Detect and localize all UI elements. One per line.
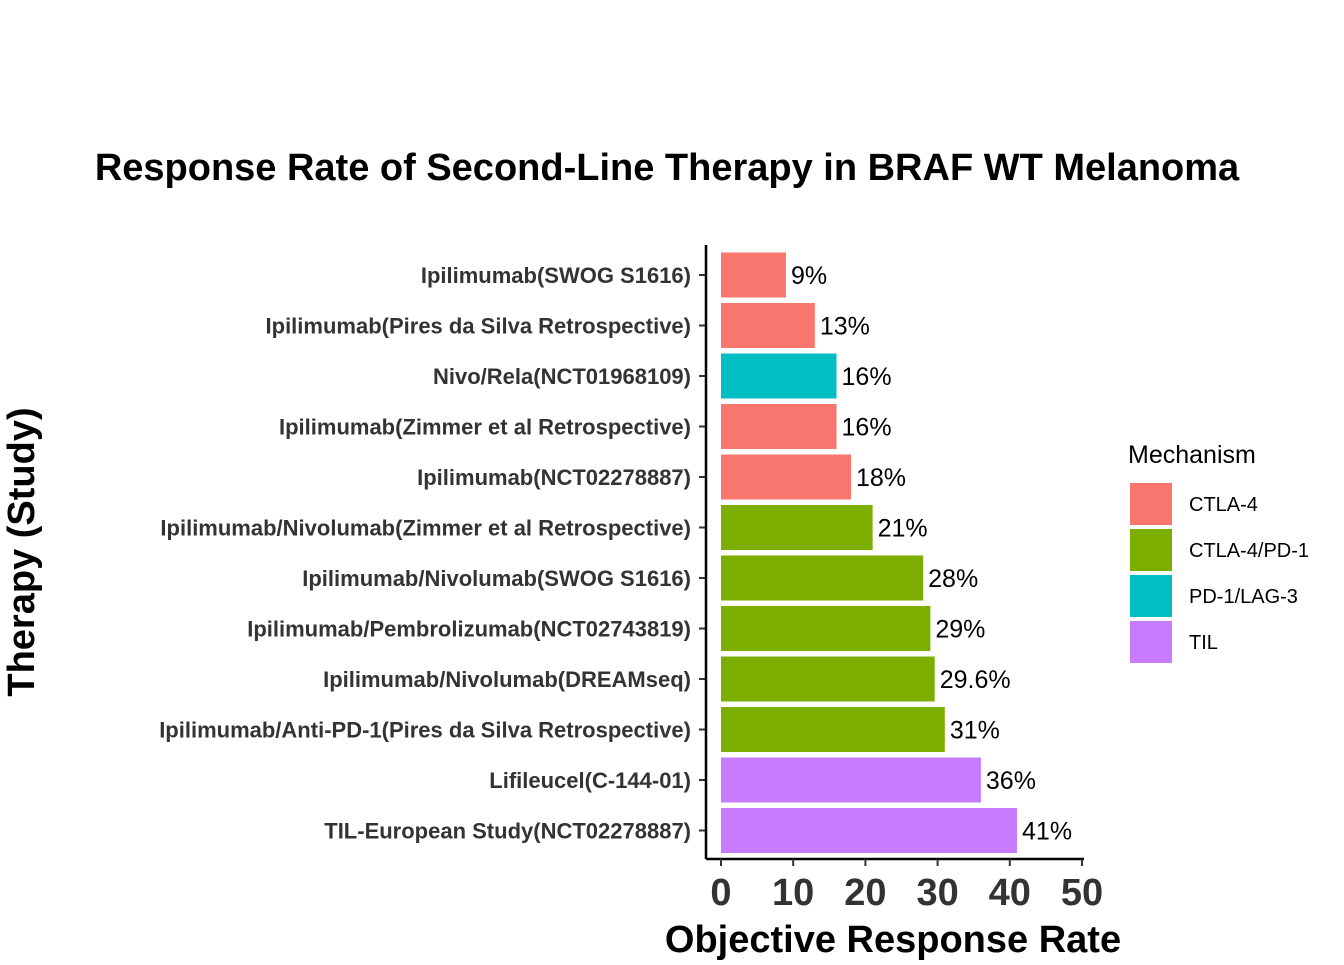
category-label: Lifileucel(C-144-01) [489, 768, 691, 793]
legend-label: CTLA-4/PD-1 [1189, 540, 1309, 562]
axes-layer: Ipilimumab(SWOG S1616) Ipilimumab(Pires d… [159, 245, 1103, 914]
category-label: Ipilimumab/Pembrolizumab(NCT02743819) [247, 617, 691, 642]
legend-swatch [1130, 483, 1172, 525]
data-label: 28% [928, 565, 978, 593]
data-label: 41% [1022, 818, 1072, 846]
y-axis-title: Therapy (Study) [1, 407, 43, 696]
legend: Mechanism CTLA-4 CTLA-4/PD-1 PD-1/LAG-3 TIL [1128, 441, 1309, 663]
x-tick-label: 50 [1061, 872, 1103, 914]
bar [721, 757, 981, 803]
data-label: 18% [856, 464, 906, 492]
category-label: Ipilimumab/Nivolumab(DREAMseq) [323, 667, 691, 692]
bars-layer: 9% 13% 16% 16% 18% 21%28% 29% 29.6% 31% 36% 41% [721, 252, 1072, 853]
x-tick-label: 20 [844, 872, 886, 914]
x-tick-label: 10 [772, 872, 814, 914]
category-label: Ipilimumab(Zimmer et al Retrospective) [279, 415, 691, 440]
data-label: 16% [842, 414, 892, 442]
bar [721, 808, 1018, 853]
category-label: Ipilimumab/Nivolumab(Zimmer et al Retros… [160, 516, 691, 541]
data-label: 16% [842, 363, 892, 391]
legend-swatch [1130, 529, 1172, 571]
legend-swatch [1130, 575, 1172, 617]
legend-label: CTLA-4 [1189, 494, 1258, 516]
data-label: 36% [986, 767, 1036, 795]
category-label: Ipilimumab(SWOG S1616) [421, 263, 691, 288]
legend-label: TIL [1189, 632, 1218, 654]
category-label: Nivo/Rela(NCT01968109) [433, 364, 691, 389]
bar [721, 707, 945, 752]
legend-title: Mechanism [1128, 441, 1256, 469]
data-label: 31% [950, 717, 1000, 745]
legend-swatch [1130, 621, 1172, 663]
chart-title: Response Rate of Second-Line Therapy in … [95, 147, 1240, 189]
data-label: 29% [935, 616, 985, 644]
category-label: Ipilimumab/Nivolumab(SWOG S1616) [302, 566, 691, 591]
bar [721, 505, 873, 550]
bar [721, 252, 786, 298]
bar [721, 303, 815, 348]
bar [721, 404, 837, 449]
x-axis-title: Objective Response Rate [665, 919, 1121, 960]
data-label: 13% [820, 313, 870, 341]
category-label: Ipilimumab/Anti-PD-1(Pires da Silva Retr… [159, 718, 691, 743]
bar [721, 353, 837, 399]
bar [721, 656, 935, 702]
category-label: Ipilimumab(Pires da Silva Retrospective) [266, 314, 691, 339]
bar [721, 454, 851, 500]
x-tick-label: 30 [916, 872, 958, 914]
x-tick-label: 40 [989, 872, 1031, 914]
category-label: Ipilimumab(NCT02278887) [417, 465, 691, 490]
data-label: 21% [878, 515, 928, 543]
x-tick-label: 0 [710, 872, 731, 914]
data-label: 29.6% [940, 666, 1011, 694]
legend-label: PD-1/LAG-3 [1189, 586, 1298, 608]
data-label: 9% [791, 262, 827, 290]
category-label: TIL-European Study(NCT02278887) [324, 819, 691, 844]
bar [721, 606, 931, 651]
bar [721, 555, 924, 601]
